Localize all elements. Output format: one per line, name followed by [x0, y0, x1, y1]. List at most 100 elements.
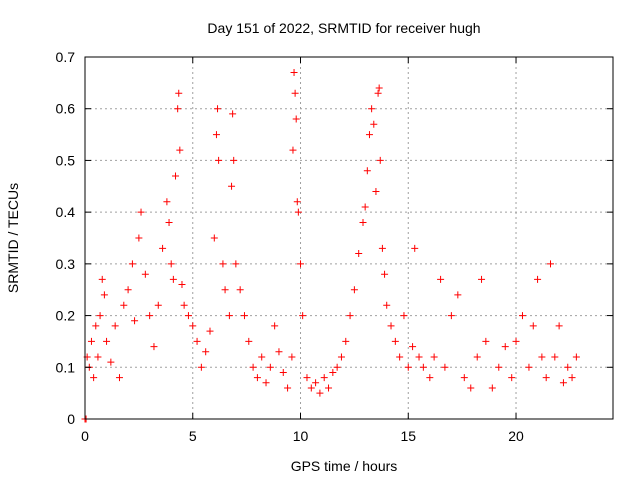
data-point: [307, 384, 315, 392]
data-point: [525, 363, 533, 371]
data-point: [564, 363, 572, 371]
data-point: [174, 105, 182, 113]
data-point: [225, 312, 233, 320]
data-point: [290, 69, 298, 77]
data-point: [240, 312, 248, 320]
data-point: [219, 260, 227, 268]
data-point: [137, 208, 145, 216]
data-point: [172, 172, 180, 180]
data-point: [221, 286, 229, 294]
data-point: [376, 156, 384, 164]
data-point: [372, 187, 380, 195]
data-point: [266, 363, 274, 371]
data-point: [415, 353, 423, 361]
data-point: [279, 368, 287, 376]
y-tick-label: 0.5: [56, 152, 76, 168]
data-point: [482, 337, 490, 345]
data-point: [297, 260, 305, 268]
data-point: [303, 374, 311, 382]
data-point: [329, 368, 337, 376]
data-point: [249, 363, 257, 371]
data-point: [501, 343, 509, 351]
data-point: [572, 353, 580, 361]
data-point: [294, 208, 302, 216]
x-tick-label: 5: [189, 428, 197, 444]
data-point: [467, 384, 475, 392]
data-points: [81, 69, 580, 423]
data-point: [131, 317, 139, 325]
y-tick-label: 0.4: [56, 204, 76, 220]
data-point: [359, 218, 367, 226]
plot-frame: [84, 56, 614, 420]
y-tick-label: 0.7: [56, 49, 76, 65]
data-point: [473, 353, 481, 361]
data-point: [559, 379, 567, 387]
data-point: [441, 363, 449, 371]
axis-ticks: [84, 56, 613, 420]
y-tick-label: 0.3: [56, 256, 76, 272]
data-point: [163, 198, 171, 206]
y-axis-label: SRMTID / TECUs: [5, 183, 21, 293]
data-point: [236, 286, 244, 294]
data-point: [96, 312, 104, 320]
data-point: [210, 234, 218, 242]
data-point: [98, 275, 106, 283]
data-point: [167, 260, 175, 268]
data-point: [262, 379, 270, 387]
data-point: [176, 146, 184, 154]
data-point: [154, 301, 162, 309]
data-point: [518, 312, 526, 320]
data-point: [289, 146, 297, 154]
data-point: [320, 374, 328, 382]
data-point: [370, 120, 378, 128]
data-point: [206, 327, 214, 335]
data-point: [90, 374, 98, 382]
y-tick-label: 0: [67, 411, 75, 427]
data-point: [115, 374, 123, 382]
data-point: [437, 275, 445, 283]
data-point: [271, 322, 279, 330]
data-point: [312, 379, 320, 387]
data-point: [288, 353, 296, 361]
data-point: [325, 384, 333, 392]
data-point: [275, 348, 283, 356]
data-point: [175, 89, 183, 97]
data-point: [230, 156, 238, 164]
data-point: [245, 337, 253, 345]
data-point: [141, 270, 149, 278]
data-point: [411, 244, 419, 252]
data-point: [124, 286, 132, 294]
data-point: [404, 363, 412, 371]
data-point: [488, 384, 496, 392]
data-point: [426, 374, 434, 382]
x-tick-label: 20: [508, 428, 524, 444]
grid: [85, 57, 613, 419]
data-point: [512, 337, 520, 345]
data-point: [229, 110, 237, 118]
data-point: [534, 275, 542, 283]
data-point: [128, 260, 136, 268]
data-point: [378, 244, 386, 252]
data-point: [135, 234, 143, 242]
data-point: [180, 301, 188, 309]
data-point: [396, 353, 404, 361]
data-point: [375, 84, 383, 92]
data-point: [165, 218, 173, 226]
y-tick-label: 0.2: [56, 308, 76, 324]
data-point: [355, 250, 363, 258]
data-point: [381, 270, 389, 278]
data-point: [391, 337, 399, 345]
data-point: [87, 337, 95, 345]
data-point: [284, 384, 292, 392]
data-point: [215, 156, 223, 164]
data-point: [293, 198, 301, 206]
data-point: [350, 286, 358, 294]
data-point: [291, 89, 299, 97]
x-tick-label: 0: [81, 428, 89, 444]
data-point: [342, 337, 350, 345]
data-point: [447, 312, 455, 320]
data-point: [228, 182, 236, 190]
data-point: [387, 322, 395, 330]
data-point: [159, 244, 167, 252]
